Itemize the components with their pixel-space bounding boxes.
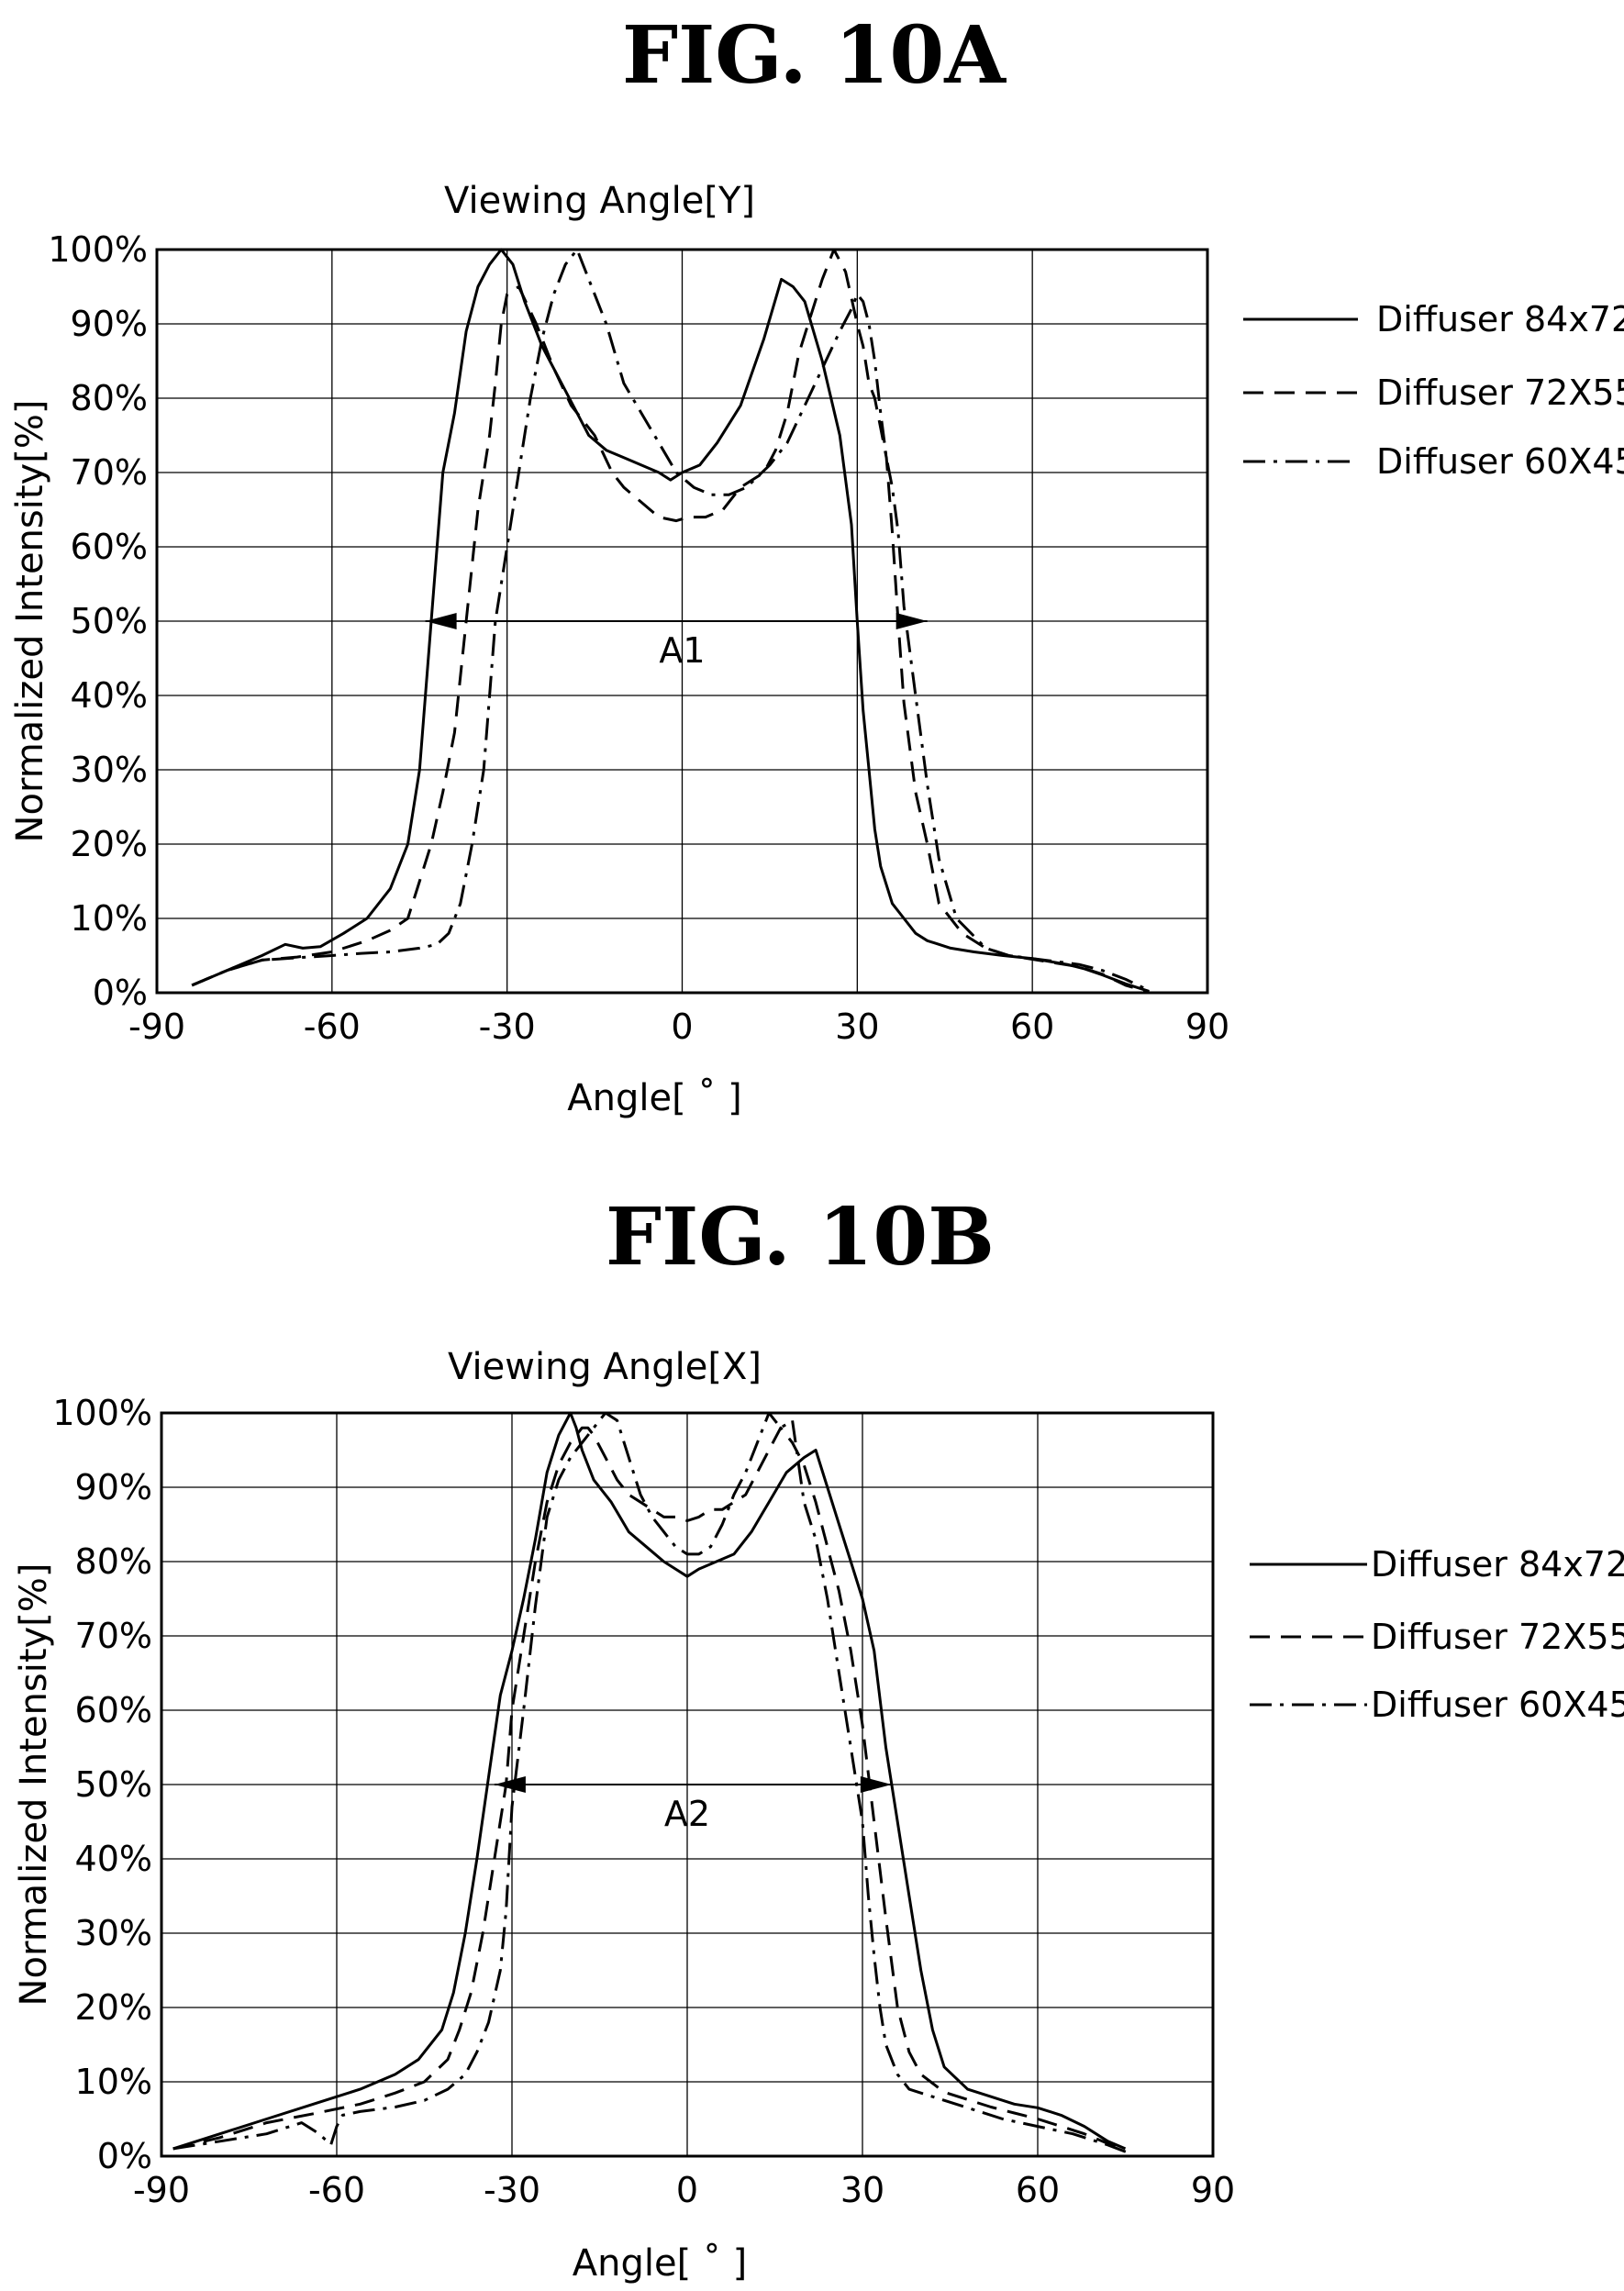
x-tick-label: 0 (671, 1006, 693, 1047)
arrow-head-left (494, 1776, 526, 1793)
x-tick-label: -60 (308, 2170, 365, 2210)
chart-title: Viewing Angle[X] (448, 1346, 762, 1388)
y-tick-label: 100% (52, 1393, 152, 1433)
legend-label: Diffuser 60X45 (1371, 1685, 1624, 1725)
y-tick-label: 90% (71, 304, 148, 344)
series-line-dashdot (191, 248, 1151, 992)
legend-label: Diffuser 60X45 (1376, 441, 1624, 482)
y-tick-label: 70% (75, 1616, 152, 1656)
x-tick-label: -90 (128, 1006, 185, 1047)
legend-label: Diffuser 84x72 V1 (1371, 1544, 1624, 1585)
x-tick-label: -90 (133, 2170, 190, 2210)
y-tick-label: 10% (71, 898, 148, 939)
y-tick-label: 30% (75, 1913, 152, 1953)
series-line-dashdot (172, 1411, 1132, 2156)
y-tick-label: 100% (48, 229, 148, 270)
y-tick-label: 40% (75, 1839, 152, 1879)
y-tick-label: 0% (93, 973, 148, 1013)
x-tick-label: -30 (484, 2170, 540, 2210)
y-axis-label: Normalized Intensity[%] (13, 1563, 55, 2007)
series-line-dashed (172, 1426, 1120, 2151)
x-axis-label: Angle[ ˚ ] (573, 2242, 747, 2285)
figure-label-a: FIG. 10A (622, 9, 1007, 102)
figure-label-b: FIG. 10B (606, 1191, 995, 1284)
y-tick-label: 30% (71, 750, 148, 790)
y-tick-label: 20% (71, 824, 148, 864)
x-tick-label: 0 (676, 2170, 698, 2210)
series-line-solid (172, 1411, 1127, 2151)
annotation-label: A2 (664, 1794, 710, 1834)
x-tick-label: -30 (479, 1006, 536, 1047)
arrow-head-right (895, 613, 928, 629)
arrow-head-left (425, 613, 457, 629)
x-tick-label: 30 (835, 1006, 879, 1047)
y-tick-label: 10% (75, 2062, 152, 2102)
y-tick-label: 50% (75, 1764, 152, 1805)
x-axis-label: Angle[ ˚ ] (567, 1077, 741, 1119)
y-tick-label: 50% (71, 601, 148, 641)
series-line-solid (191, 248, 1150, 993)
legend-label: Diffuser 72X55 (1376, 373, 1624, 413)
plot-area (155, 248, 1209, 995)
x-tick-label: 90 (1191, 2170, 1235, 2210)
chart-title: Viewing Angle[Y] (444, 180, 755, 222)
x-tick-label: 60 (1010, 1006, 1054, 1047)
chart-viewing-angle-x: -90 -60 -30 0 30 60 90 0% 10% 20% 30% 40% 50% 60% 70% 8… (13, 1346, 1624, 2285)
y-tick-label: 80% (71, 378, 148, 418)
y-axis-label: Normalized Intensity[%] (9, 400, 51, 843)
legend-label: Diffuser 84x72 V1 (1376, 299, 1624, 339)
legend-label: Diffuser 72X55 (1371, 1617, 1624, 1657)
y-tick-label: 70% (71, 452, 148, 493)
series-line-dashed (191, 248, 1150, 994)
x-tick-label: 60 (1016, 2170, 1060, 2210)
y-tick-label: 60% (71, 527, 148, 567)
x-tick-label: -60 (304, 1006, 361, 1047)
y-tick-label: 80% (75, 1541, 152, 1582)
y-tick-label: 20% (75, 1987, 152, 2028)
y-tick-label: 60% (75, 1690, 152, 1730)
plot-area (160, 1411, 1215, 2158)
annotation-label: A1 (659, 630, 705, 671)
y-tick-label: 0% (97, 2136, 152, 2176)
y-tick-label: 90% (75, 1467, 152, 1507)
x-tick-label: 90 (1185, 1006, 1229, 1047)
x-tick-label: 30 (840, 2170, 884, 2210)
y-tick-label: 40% (71, 675, 148, 716)
chart-viewing-angle-y: -90 -60 -30 0 30 60 90 0% 10% 20% 30% 40% 50% 60% 70% 8… (9, 180, 1624, 1119)
arrow-head-right (860, 1776, 892, 1793)
